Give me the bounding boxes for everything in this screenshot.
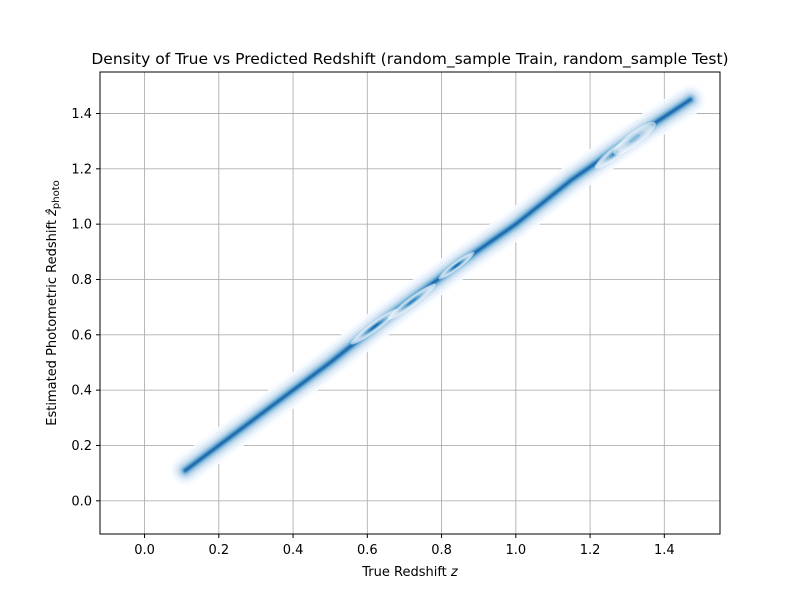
x-axis-label: True Redshift z bbox=[361, 565, 459, 580]
y-tick-label: 0.0 bbox=[71, 494, 92, 509]
y-axis-label-sub: photo bbox=[51, 180, 62, 209]
density-peak bbox=[628, 133, 641, 143]
density-layer bbox=[170, 84, 706, 486]
x-tick-label: 1.2 bbox=[580, 543, 601, 558]
y-axis-ticks: 0.0 0.2 0.4 0.6 0.8 1.0 1.2 1.4 bbox=[71, 107, 100, 509]
x-tick-label: 0.6 bbox=[357, 543, 378, 558]
y-tick-label: 1.4 bbox=[71, 107, 92, 122]
x-axis-label-var: z bbox=[450, 565, 459, 580]
x-tick-label: 1.0 bbox=[505, 543, 526, 558]
x-tick-label: 0.0 bbox=[134, 543, 155, 558]
density-peak bbox=[407, 298, 417, 306]
y-axis-label: Estimated Photometric Redshift ẑphoto bbox=[45, 180, 62, 425]
density-peak bbox=[370, 323, 379, 330]
y-axis-label-main: Estimated Photometric Redshift bbox=[45, 216, 60, 426]
x-tick-label: 0.8 bbox=[431, 543, 452, 558]
x-axis-ticks: 0.0 0.2 0.4 0.6 0.8 1.0 1.2 1.4 bbox=[134, 534, 675, 558]
plot-frame bbox=[99, 71, 721, 535]
x-tick-label: 0.4 bbox=[283, 543, 304, 558]
y-tick-label: 0.4 bbox=[71, 384, 92, 399]
density-peak bbox=[453, 263, 460, 269]
y-tick-label: 0.6 bbox=[71, 328, 92, 343]
x-tick-label: 0.2 bbox=[208, 543, 229, 558]
y-tick-label: 0.8 bbox=[71, 273, 92, 288]
y-tick-label: 1.2 bbox=[71, 162, 92, 177]
x-tick-label: 1.4 bbox=[654, 543, 675, 558]
y-tick-label: 1.0 bbox=[71, 218, 92, 233]
x-axis-label-main: True Redshift bbox=[361, 565, 451, 580]
y-tick-label: 0.2 bbox=[71, 439, 92, 454]
chart-title: Density of True vs Predicted Redshift (r… bbox=[91, 50, 728, 69]
y-axis-label-var: ẑ bbox=[45, 208, 60, 217]
grid-lines bbox=[100, 72, 720, 534]
